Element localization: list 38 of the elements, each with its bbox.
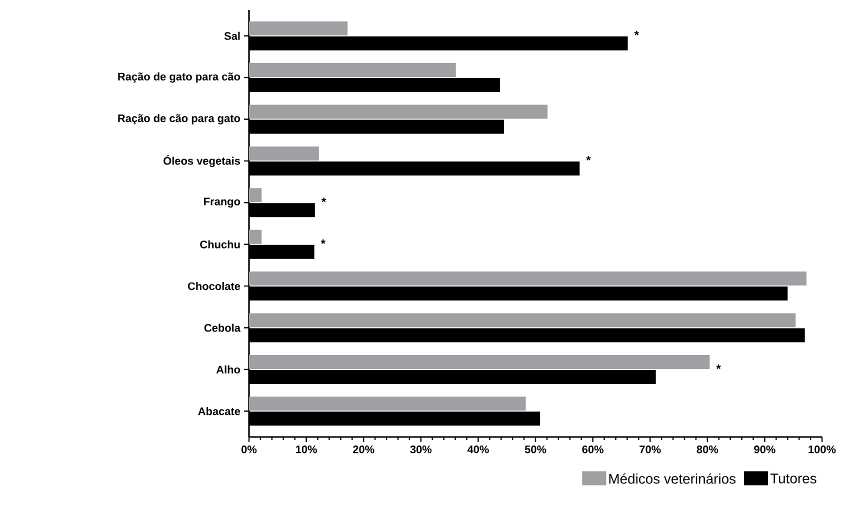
x-tick-label: 90% bbox=[754, 446, 776, 454]
bar bbox=[249, 313, 796, 328]
y-tick-label: Cebola bbox=[204, 324, 241, 332]
annotation: * bbox=[320, 239, 326, 244]
bar bbox=[249, 354, 710, 369]
bar bbox=[249, 188, 262, 202]
bar bbox=[249, 21, 348, 36]
x-tick-label: 40% bbox=[467, 446, 489, 454]
x-tick-label: 70% bbox=[640, 446, 661, 454]
x-tick-label: 80% bbox=[696, 446, 718, 454]
y-tick-label: Abacate bbox=[198, 407, 240, 416]
annotation: * bbox=[716, 364, 721, 369]
bar bbox=[249, 396, 526, 411]
x-tick-label: 30% bbox=[410, 446, 432, 454]
bar bbox=[249, 63, 456, 78]
bar bbox=[249, 146, 319, 160]
bar bbox=[249, 272, 807, 286]
x-tick-label: 20% bbox=[353, 446, 374, 454]
annotation: * bbox=[634, 30, 639, 36]
x-tick-label: 10% bbox=[296, 446, 317, 454]
y-tick-label: Frango bbox=[204, 198, 240, 208]
y-tick-label: Chuchu bbox=[200, 240, 240, 248]
annotation: * bbox=[321, 198, 326, 202]
y-tick-label: Ração de cão para gato bbox=[118, 114, 240, 124]
bar bbox=[249, 104, 548, 119]
bar bbox=[249, 230, 262, 244]
legend-label: Médicos veterinários bbox=[609, 473, 736, 484]
y-tick-label: Ração de gato para cão bbox=[118, 72, 240, 83]
y-tick-label: Chocolate bbox=[188, 282, 240, 290]
y-tick-label: Óleos vegetais bbox=[164, 154, 240, 167]
x-tick-label: 50% bbox=[524, 446, 546, 454]
annotation: * bbox=[586, 156, 591, 160]
x-tick-label: 60% bbox=[582, 446, 604, 454]
x-tick-label: 100% bbox=[808, 446, 836, 454]
x-tick-label: 0% bbox=[242, 446, 257, 454]
legend-label: Tutores bbox=[770, 474, 816, 484]
y-tick-label: Alho bbox=[216, 365, 240, 374]
y-tick-label: Sal bbox=[224, 32, 240, 40]
